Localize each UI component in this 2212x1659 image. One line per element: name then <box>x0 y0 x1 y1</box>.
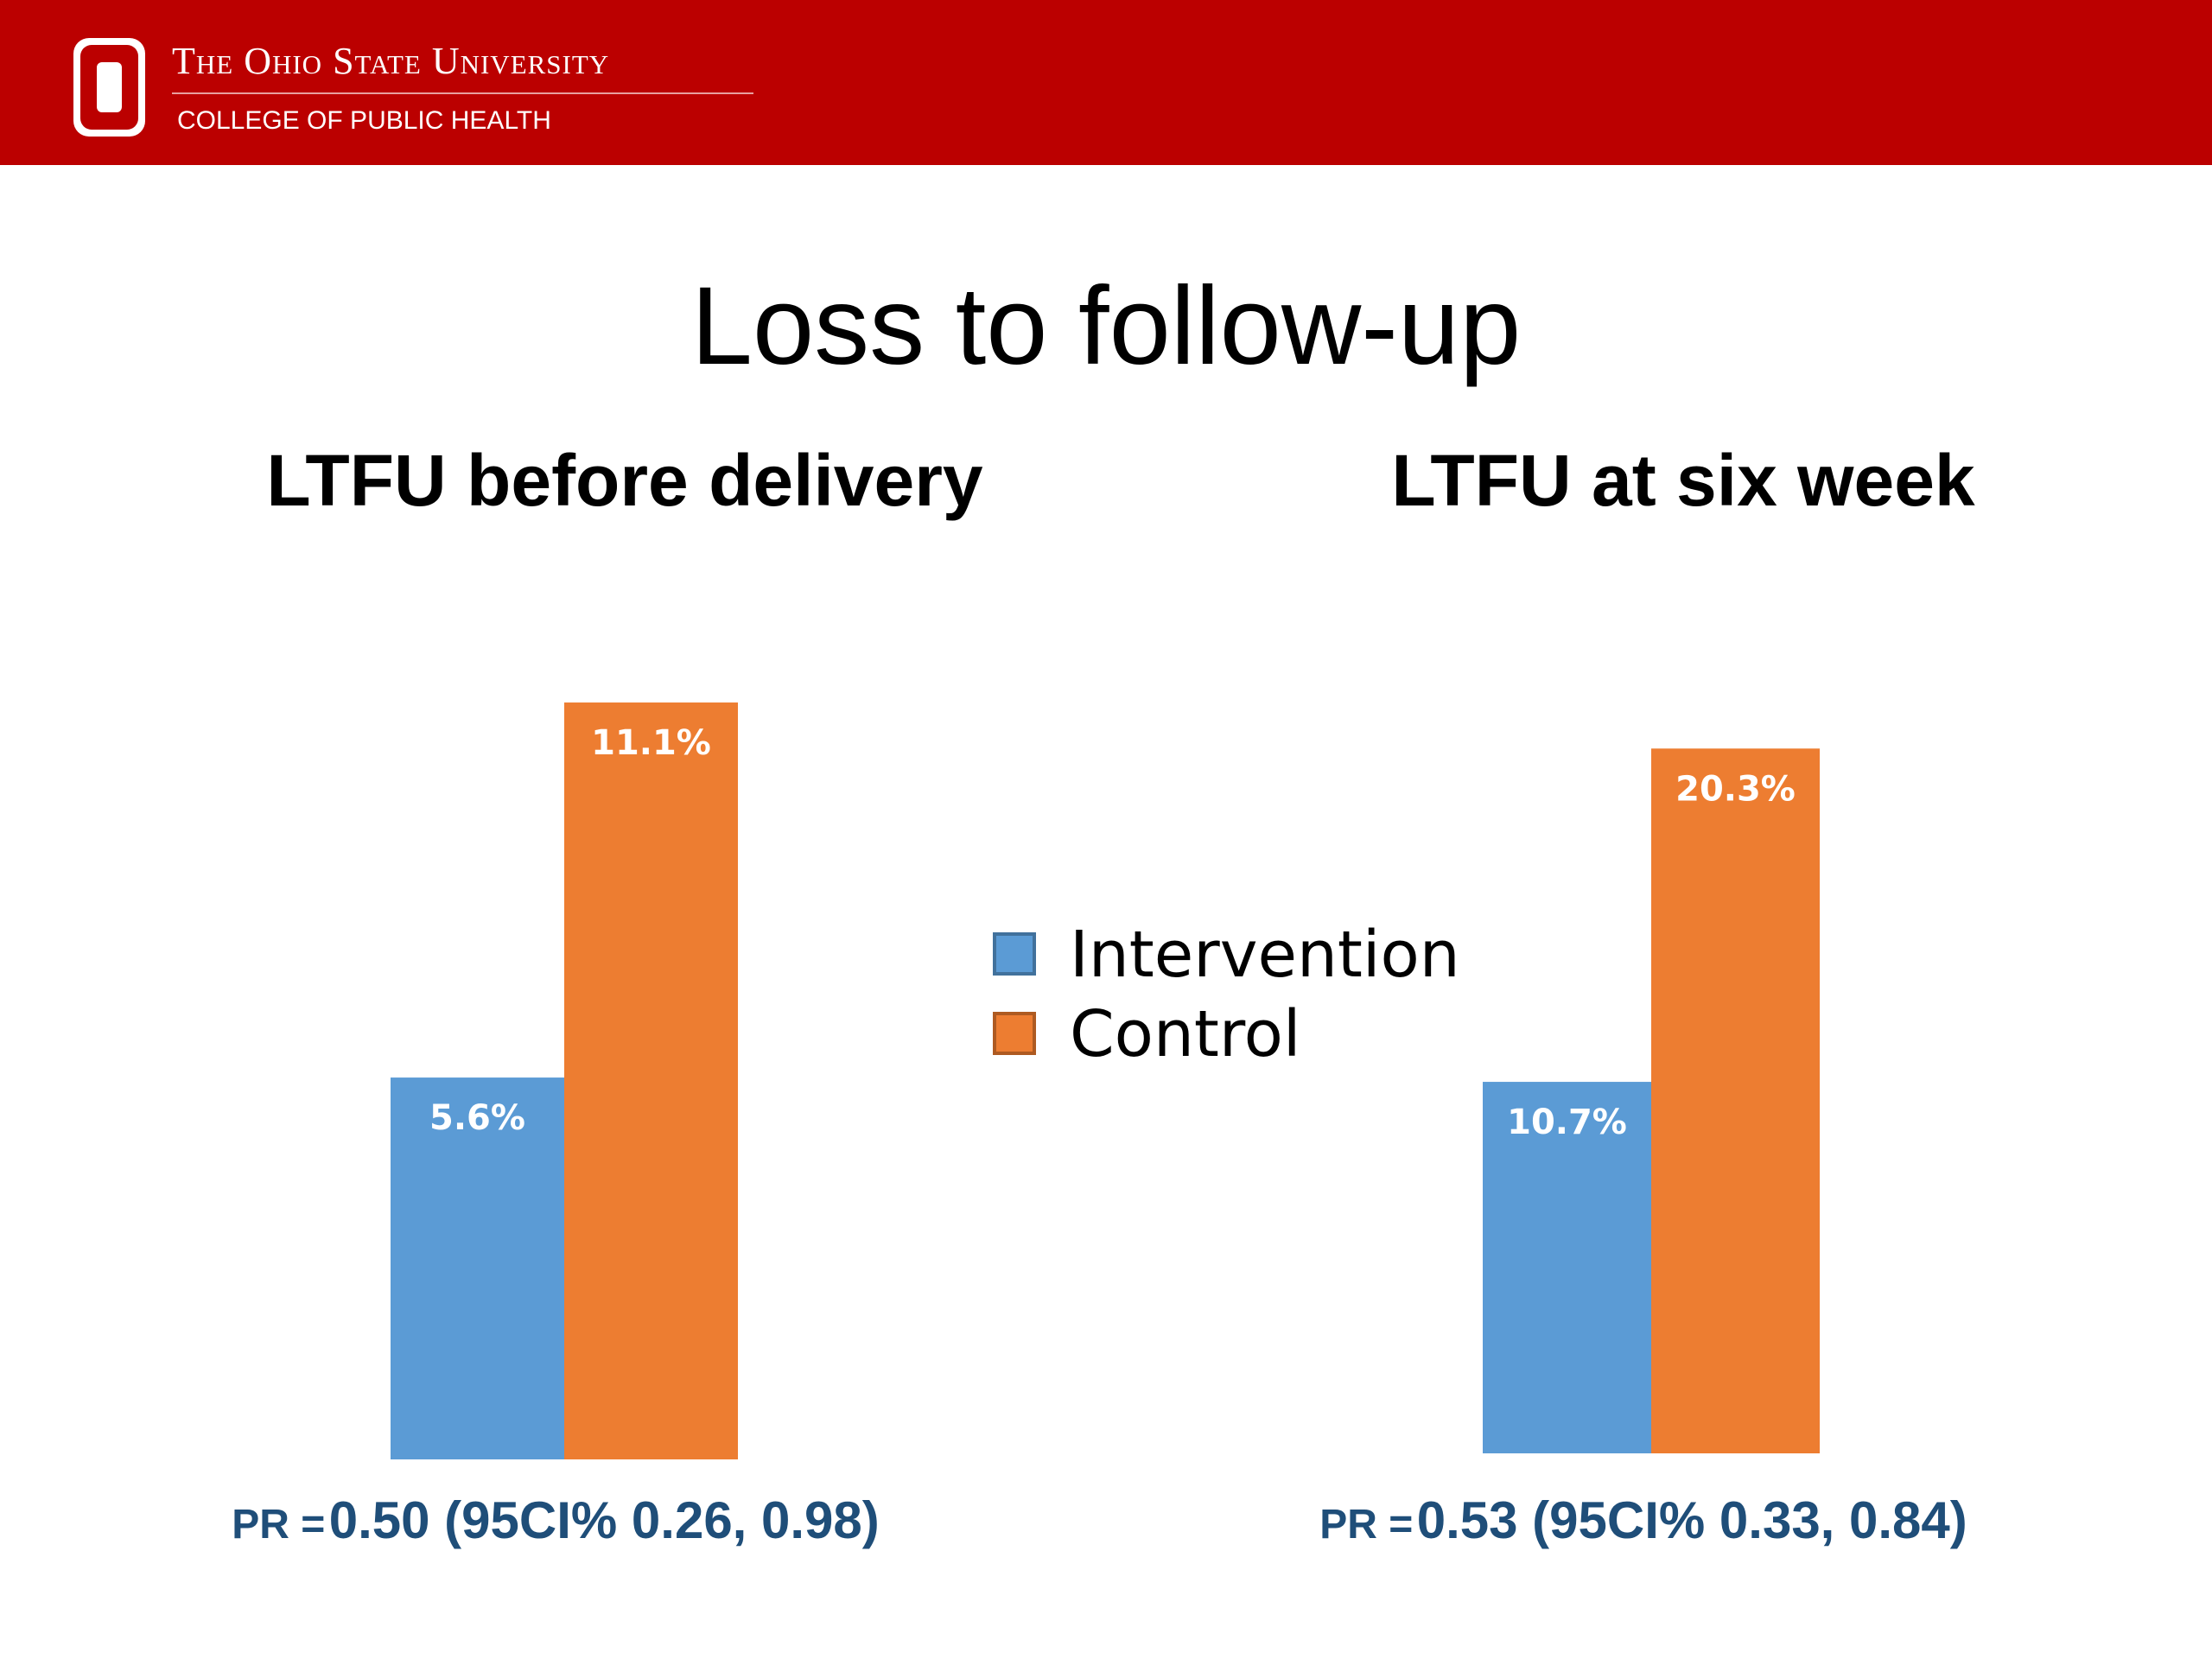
bar <box>564 702 738 1459</box>
pr-label: PR = <box>232 1502 325 1548</box>
college-name: COLLEGE OF PUBLIC HEALTH <box>177 106 551 135</box>
header-bar <box>0 0 2212 165</box>
pr-value: 0.50 (95CI% 0.26, 0.98) <box>329 1491 880 1549</box>
bar <box>1651 748 1820 1453</box>
slide-title: Loss to follow-up <box>691 264 1522 388</box>
bar <box>391 1077 564 1459</box>
bar <box>1483 1082 1651 1453</box>
legend-swatch <box>993 1012 1036 1055</box>
logo-hole <box>97 62 122 112</box>
prevalence-ratio: PR = 0.53 (95CI% 0.33, 0.84) <box>1319 1491 1967 1549</box>
legend-label: Control <box>1070 997 1301 1071</box>
chart-title: LTFU at six week <box>1391 440 1975 521</box>
logo <box>73 38 145 137</box>
legend-swatch <box>993 932 1036 976</box>
legend-label: Intervention <box>1070 918 1460 992</box>
pr-label: PR = <box>1319 1502 1413 1548</box>
data-label: 10.7% <box>1507 1103 1627 1142</box>
prevalence-ratio: PR = 0.50 (95CI% 0.26, 0.98) <box>232 1491 880 1549</box>
chart-title: LTFU before delivery <box>266 440 983 521</box>
data-label: 20.3% <box>1675 769 1796 809</box>
data-label: 11.1% <box>591 723 711 763</box>
pr-value: 0.53 (95CI% 0.33, 0.84) <box>1417 1491 1967 1549</box>
university-name: The Ohio State University <box>172 40 609 82</box>
data-label: 5.6% <box>429 1098 525 1138</box>
